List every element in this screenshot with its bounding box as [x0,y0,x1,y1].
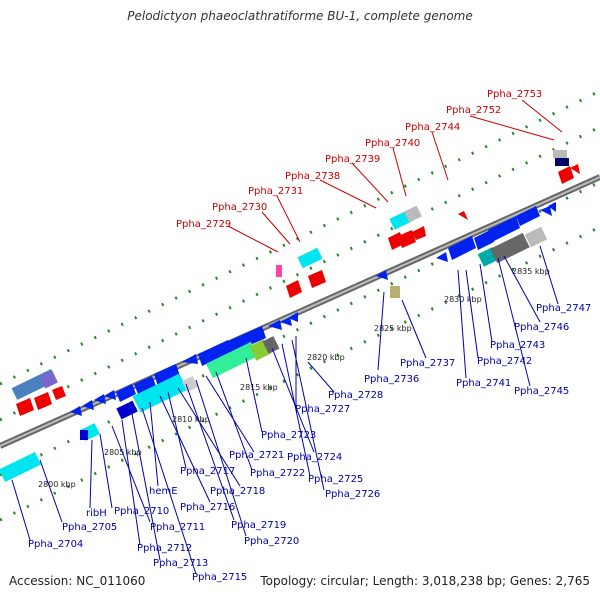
tick-label: 2800 kbp [38,480,76,489]
gene-label: Ppha_2721 [229,450,284,461]
gene-label: Ppha_2731 [248,186,303,197]
lower-leader-lines [11,245,559,575]
gene-label: Ppha_2742 [477,356,532,367]
gene-label: Ppha_2711 [150,522,205,533]
gene-label: Ppha_2737 [400,358,455,369]
gene-label: Ppha_2730 [212,202,267,213]
gene-label: Ppha_2722 [250,468,305,479]
gene-label: Ppha_2753 [487,89,542,100]
gene-label: Ppha_2738 [285,171,340,182]
lower-strand-genes [0,202,556,483]
gene-label: Ppha_2741 [456,378,511,389]
gene-label: Ppha_2740 [365,138,420,149]
gene-label: Ppha_2745 [514,386,569,397]
gene-label: Ppha_2744 [405,122,460,133]
gene-label: Ppha_2705 [62,522,117,533]
gene-label: Ppha_2704 [28,539,83,550]
upper-leader-lines [227,99,563,253]
gene-label: Ppha_2713 [153,558,208,569]
tick-label: 2835 kbp [512,267,550,276]
gene-label: Ppha_2747 [536,303,591,314]
gene-label: Ppha_2717 [180,466,235,477]
gene-label: Ppha_2719 [231,520,286,531]
gene-label: Ppha_2715 [192,572,247,583]
gene-label: Ppha_2743 [490,340,545,351]
gene-label: ribH [86,508,107,519]
accession-text: Accession: NC_011060 [9,574,146,588]
gene-label: Ppha_2712 [137,543,192,554]
gene-label: Ppha_2752 [446,105,501,116]
gene-label: Ppha_2725 [308,474,363,485]
tick-label: 2810 kbp [172,415,210,424]
gene-label: Ppha_2710 [114,506,169,517]
gene-label: Ppha_2724 [287,452,342,463]
gene-label: Ppha_2723 [261,430,316,441]
gene-label: Ppha_2720 [244,536,299,547]
gene-label: Ppha_2746 [514,322,569,333]
gene-label: Ppha_2718 [210,486,265,497]
tick-label: 2825 kbp [374,324,412,333]
gene-label: Ppha_2727 [295,404,350,415]
map-title: Pelodictyon phaeoclathratiforme BU-1, co… [127,9,473,23]
gene-label: Ppha_2716 [180,502,235,513]
genome-summary: Topology: circular; Length: 3,018,238 bp… [260,574,590,588]
gene-label: hemE [149,486,178,497]
tick-label: 2820 kbp [307,353,345,362]
gene-label: Ppha_2739 [325,154,380,165]
gene-label: Ppha_2728 [328,390,383,401]
gene-label: Ppha_2736 [364,374,419,385]
tick-label: 2815 kbp [240,383,278,392]
upper-strand-genes [11,150,580,416]
gene-label: Ppha_2729 [176,219,231,230]
lower-gene-labels: Ppha_2704 Ppha_2705 ribH Ppha_2710 Ppha_… [28,303,591,583]
upper-gene-labels: Ppha_2729 Ppha_2730 Ppha_2731 Ppha_2738 … [176,89,542,230]
gene-label: Ppha_2726 [325,489,380,500]
tick-label: 2830 kbp [444,295,482,304]
